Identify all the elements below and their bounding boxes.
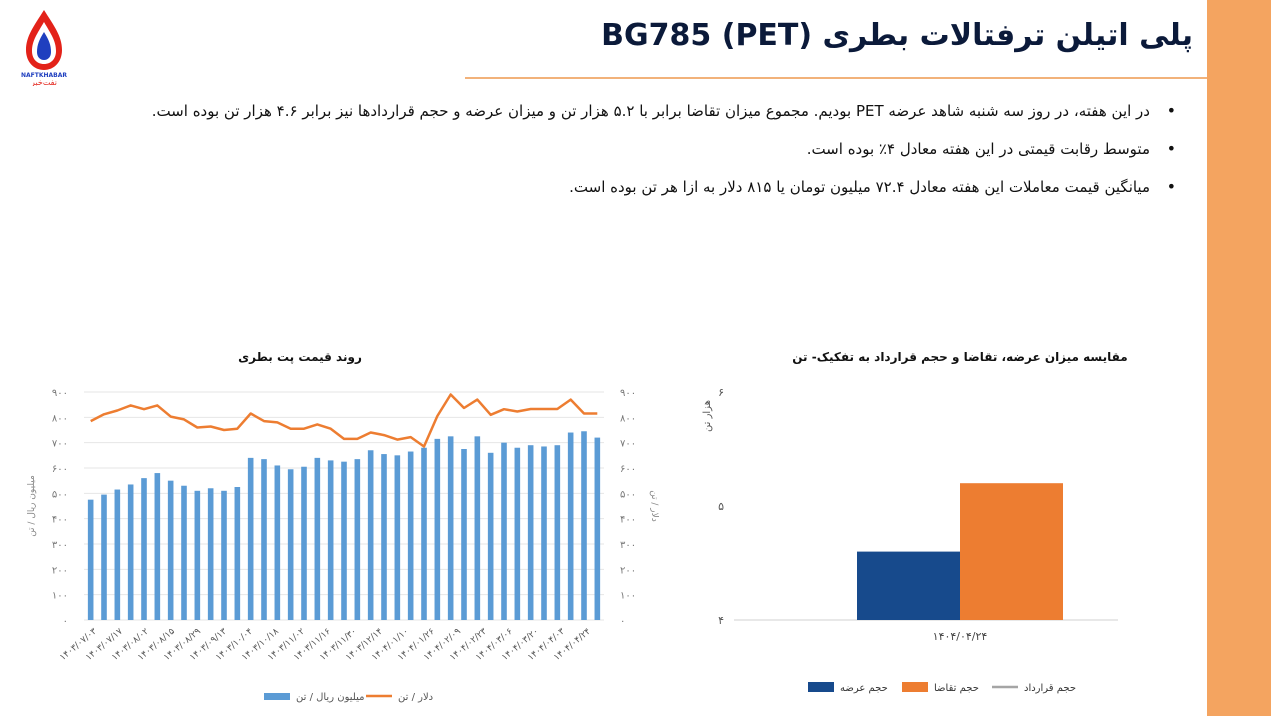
y-axis-label: هزار تن [702, 400, 713, 432]
price-bar [167, 480, 174, 620]
volume-bar [960, 483, 1063, 620]
y-left-tick-label: ۶۰۰ [52, 464, 68, 475]
bullet-item: متوسط رقابت قیمتی در این هفته معادل ۴٪ ب… [116, 130, 1176, 168]
price-bar [87, 499, 94, 620]
price-bar [114, 489, 121, 620]
y-right-tick-label: ۲۰۰ [620, 565, 636, 576]
y-left-tick-label: ۰ [63, 616, 68, 627]
y-right-tick-label: ۵۰۰ [620, 489, 636, 500]
y-right-tick-label: ۳۰۰ [620, 540, 636, 551]
price-bar [447, 436, 454, 620]
price-bar [207, 488, 214, 620]
legend-label: حجم تقاضا [934, 683, 979, 694]
price-bar [301, 466, 307, 620]
price-bar [487, 452, 494, 620]
price-bar [354, 459, 361, 620]
title-divider [465, 77, 1207, 79]
price-bar [394, 455, 401, 620]
usd-price-line [90, 393, 598, 448]
price-bar [327, 460, 334, 620]
price-trend-chart: ۰ ۰ ۱۰۰ ۱۰۰ ۲۰۰ ۲۰۰ ۳۰۰ ۳۰۰ ۴۰۰ ۴۰۰ ۵۰۰ ۵۰۰ ۶۰۰ ۶۰۰ ۷۰… [27, 388, 659, 703]
price-bar [461, 449, 467, 620]
y-tick-label: ۶ [718, 386, 724, 399]
bullet-item: میانگین قیمت معاملات این هفته معادل ۷۲.۴… [116, 168, 1176, 206]
price-bar [247, 457, 254, 620]
legend-swatch-bar [264, 693, 290, 700]
legend-label-line: دلار / تن [398, 692, 433, 703]
y-left-tick-label: ۵۰۰ [52, 489, 68, 500]
volume-comparison-chart: ۴ ۵ ۶ هزار تن ۱۴۰۴/۰۴/۲۴ حجم عرضه حجم تقاضا حجم… [702, 386, 1118, 694]
price-bar [514, 447, 521, 620]
price-bar [314, 457, 321, 620]
price-bar [541, 446, 547, 620]
price-bar [181, 485, 187, 620]
price-bar [367, 450, 374, 620]
price-bar [287, 469, 294, 620]
y-left-tick-label: ۲۰۰ [52, 565, 68, 576]
y-left-tick-label: ۳۰۰ [52, 540, 68, 551]
logo-text-fa: نفت‌خبر [30, 78, 57, 86]
price-bar [581, 431, 587, 620]
price-bar [141, 478, 147, 620]
logo-text-en: NAFTKHABAR [21, 72, 67, 79]
accent-side-bar [1207, 0, 1271, 716]
y-right-tick-label: ۰ [620, 616, 625, 627]
y-right-tick-label: ۶۰۰ [620, 464, 636, 475]
y-right-tick-label: ۴۰۰ [620, 515, 636, 526]
y-left-axis-label: میلیون ریال / تن [27, 475, 37, 537]
naftkhabar-logo: NAFTKHABAR نفت‌خبر [21, 10, 67, 86]
volume-chart-title: مقایسه میزان عرضه، تقاضا و حجم قرارداد ب… [792, 350, 1128, 364]
legend-label: حجم قرارداد [1024, 683, 1076, 694]
price-chart-title: روند قیمت پت بطری [238, 350, 362, 364]
legend-label-bar: میلیون ریال / تن [296, 692, 364, 703]
price-bar [127, 484, 134, 620]
page-title: پلی اتیلن ترفتالات بطری BG785 (PET) [601, 18, 1193, 53]
price-bar [154, 473, 161, 620]
price-bar [381, 454, 387, 620]
y-tick-label: ۵ [718, 500, 724, 513]
y-right-tick-label: ۱۰۰ [620, 591, 636, 602]
price-bar [501, 442, 507, 620]
price-bar [527, 445, 534, 620]
y-left-tick-label: ۱۰۰ [52, 591, 68, 602]
price-bar [567, 432, 574, 620]
price-bar [554, 445, 561, 620]
y-left-tick-label: ۹۰۰ [52, 388, 68, 399]
y-tick-label: ۴ [718, 614, 724, 627]
price-bar [341, 461, 347, 620]
y-left-tick-label: ۸۰۰ [52, 413, 68, 424]
y-left-tick-label: ۴۰۰ [52, 515, 68, 526]
y-right-tick-label: ۹۰۰ [620, 388, 636, 399]
price-bar [274, 465, 281, 620]
price-bar [261, 459, 267, 620]
price-bar [194, 490, 201, 620]
legend-label: حجم عرضه [840, 683, 888, 694]
legend-swatch [902, 682, 928, 692]
y-left-tick-label: ۷۰۰ [52, 439, 68, 450]
y-right-tick-label: ۸۰۰ [620, 413, 636, 424]
price-bar [221, 490, 227, 620]
y-right-tick-label: ۷۰۰ [620, 439, 636, 450]
price-bar [474, 436, 481, 620]
summary-bullets: در این هفته، در روز سه شنبه شاهد عرضه PE… [116, 92, 1176, 206]
price-bar [407, 451, 414, 620]
price-bar [421, 447, 427, 620]
legend-swatch [808, 682, 834, 692]
price-bar [594, 437, 601, 620]
y-right-axis-label: دلار / تن [649, 490, 659, 522]
price-bar [101, 494, 107, 620]
x-tick-label: ۱۴۰۴/۰۴/۲۴ [933, 630, 988, 643]
volume-bar [857, 551, 960, 620]
price-bar [234, 487, 241, 620]
bullet-item: در این هفته، در روز سه شنبه شاهد عرضه PE… [116, 92, 1176, 130]
price-bar [434, 438, 441, 620]
